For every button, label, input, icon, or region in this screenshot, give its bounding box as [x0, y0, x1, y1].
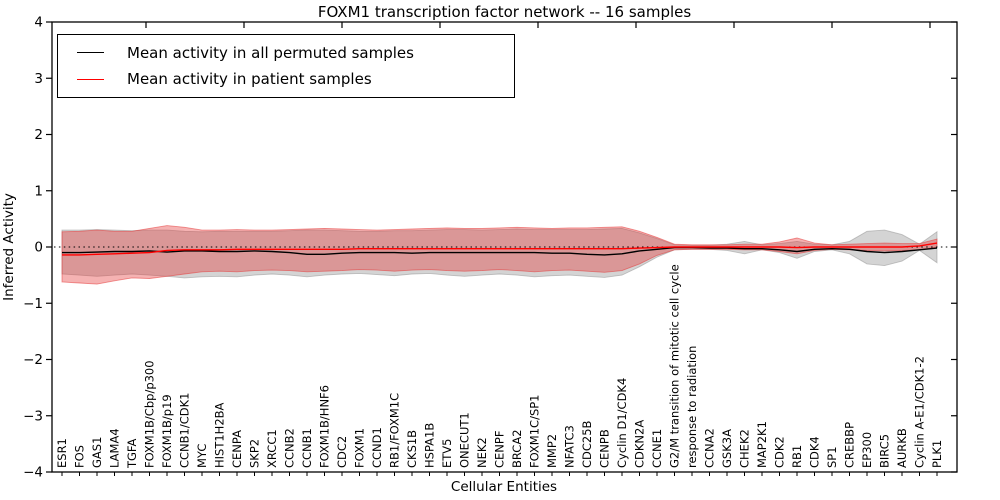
y-tick-label: −4	[23, 465, 43, 481]
x-category-label: HSPA1B	[423, 423, 437, 468]
x-category-label: CENPF	[493, 431, 507, 468]
x-category-label: ONECUT1	[458, 412, 472, 468]
x-category-label: RB1/FOXM1C	[388, 393, 402, 468]
x-category-label: CENPB	[598, 429, 612, 468]
x-category-label: AURKB	[895, 428, 909, 468]
x-category-label: CENPA	[230, 430, 244, 468]
y-tick-label: 4	[34, 15, 43, 31]
x-category-label: CCNB1/CDK1	[178, 393, 192, 469]
x-category-label: MAP2K1	[755, 421, 769, 468]
y-tick-label: 3	[34, 71, 43, 87]
x-category-label: FOXM1B/Cbp/p300	[143, 360, 157, 468]
legend: Mean activity in all permuted samples Me…	[57, 34, 515, 98]
y-tick-label: −1	[23, 296, 43, 312]
x-category-label: CCNE1	[650, 429, 664, 468]
x-category-label: FOXM1B/HNF6	[318, 385, 332, 468]
x-category-label: CDKN2A	[633, 420, 647, 468]
y-tick-label: −3	[23, 408, 43, 424]
x-category-label: ETV5	[440, 439, 454, 468]
x-category-label: FOXM1C/SP1	[528, 394, 542, 468]
y-tick-label: 2	[34, 127, 43, 143]
axis-ticks	[46, 21, 957, 476]
x-category-label: CDC25B	[580, 420, 594, 468]
x-category-label: CCNB1	[300, 428, 314, 468]
legend-item-permuted: Mean activity in all permuted samples	[58, 44, 514, 62]
x-category-label: CDC2	[335, 436, 349, 468]
x-category-label: G2/M transition of mitotic cell cycle	[668, 264, 682, 468]
mean-activity-in-all-permuted-samples-line	[62, 246, 938, 256]
y-axis-label: Inferred Activity	[1, 193, 17, 301]
x-category-label: CDK4	[808, 436, 822, 468]
x-category-label: CDK2	[773, 436, 787, 468]
x-category-label: MMP2	[545, 434, 559, 468]
x-category-label: CCNB2	[283, 428, 297, 468]
x-category-label: Cyclin D1/CDK4	[615, 378, 629, 468]
y-tick-label: −2	[23, 352, 43, 368]
x-category-label: GAS1	[90, 437, 104, 468]
x-category-label: RB1	[790, 445, 804, 468]
patient-line-swatch	[77, 78, 104, 80]
legend-label-patient: Mean activity in patient samples	[127, 70, 372, 89]
x-category-label: PLK1	[930, 440, 944, 468]
x-category-label: FOXM1B/p19	[160, 394, 174, 468]
legend-item-patient: Mean activity in patient samples	[58, 70, 514, 88]
x-category-label: CKS1B	[405, 430, 419, 468]
x-category-label: SP1	[825, 446, 839, 468]
y-tick-labels: −4 −3 −2 −1 0 1 2 3 4	[23, 15, 43, 481]
x-category-label: MYC	[195, 444, 209, 468]
x-category-label: CCNA2	[703, 428, 717, 468]
mean-activity-lines	[62, 242, 938, 256]
confidence-bands	[61, 225, 938, 285]
x-category-label: CCND1	[370, 427, 384, 468]
x-category-label: NEK2	[475, 437, 489, 468]
x-category-label: TGFA	[125, 439, 139, 469]
x-category-label: response to radiation	[685, 346, 699, 468]
x-category-label: CHEK2	[738, 429, 752, 468]
x-category-label: NFATC3	[563, 425, 577, 468]
x-category-label: Cyclin A-E1/CDK1-2	[913, 356, 927, 468]
x-category-label: SKP2	[248, 439, 262, 468]
y-tick-label: 0	[34, 240, 43, 256]
x-category-labels: ESR1 FOS GAS1 LAMA4 TGFA FOXM1B/Cbp/p300 FOXM1…	[55, 264, 944, 469]
x-category-label: HIST1H2BA	[213, 402, 227, 468]
mean-activity-in-patient-samples-line	[62, 242, 938, 256]
x-category-label: XRCC1	[265, 429, 279, 468]
x-category-label: LAMA4	[108, 428, 122, 468]
x-category-label: BRCA2	[510, 429, 524, 468]
legend-label-permuted: Mean activity in all permuted samples	[127, 43, 414, 62]
permuted-line-swatch	[77, 52, 104, 54]
x-axis-label: Cellular Entities	[451, 479, 557, 495]
x-category-label: GSK3A	[720, 429, 734, 468]
y-tick-label: 1	[34, 183, 43, 199]
x-category-label: CREBBP	[843, 422, 857, 468]
x-category-label: ESR1	[55, 438, 69, 468]
chart-title: FOXM1 transcription factor network -- 16…	[317, 3, 692, 21]
x-category-label: BIRC5	[878, 434, 892, 468]
x-category-label: FOXM1	[353, 428, 367, 468]
x-category-label: EP300	[860, 432, 874, 468]
x-category-label: FOS	[73, 445, 87, 468]
